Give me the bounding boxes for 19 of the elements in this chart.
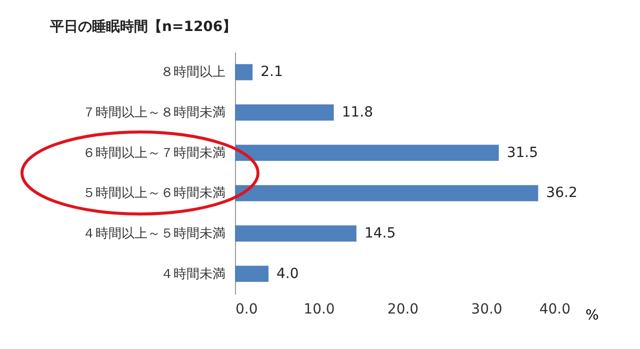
y-tick-label: ５時間以上～６時間未満 — [82, 186, 226, 202]
data-label: 2.1 — [260, 64, 283, 80]
x-tick-label: 40.0 — [539, 302, 570, 318]
x-axis-title: % — [586, 308, 599, 324]
x-tick-label: 30.0 — [471, 302, 502, 318]
data-label: 36.2 — [546, 185, 578, 202]
data-label: 4.0 — [276, 266, 299, 282]
data-label: 14.5 — [364, 226, 396, 242]
chart-title: 平日の睡眠時間【n=1206】 — [49, 19, 237, 35]
y-tick-label: ８時間以上 — [160, 65, 226, 80]
x-tick-label: 0.0 — [236, 302, 258, 318]
y-tick-label: ４時間未満 — [160, 266, 226, 282]
data-label: 11.8 — [342, 104, 373, 120]
y-tick-label: ７時間以上～８時間未満 — [82, 106, 226, 120]
data-label: 31.5 — [506, 144, 538, 161]
y-tick-label: ４時間以上～５時間未満 — [82, 226, 226, 242]
x-tick-label: 20.0 — [387, 302, 419, 318]
y-tick-label: ６時間以上～７時間未満 — [82, 146, 226, 161]
x-tick-label: 10.0 — [304, 302, 335, 318]
